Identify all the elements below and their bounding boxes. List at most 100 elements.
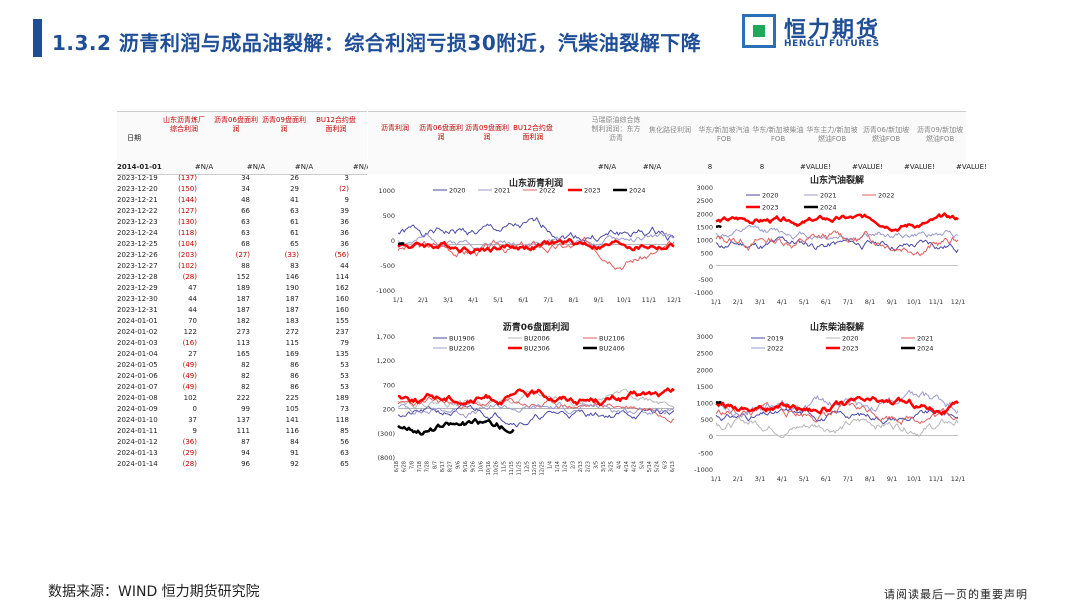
table-row: 2023-12-28 (28) 152 146 114 bbox=[117, 273, 367, 284]
y-tick-label: -1000 bbox=[694, 466, 713, 474]
row-date: 2023-12-24 bbox=[117, 229, 158, 237]
extra-header-cell: 华东/新加坡汽油FOB bbox=[698, 126, 750, 143]
first-row-cell: 8 bbox=[707, 163, 713, 171]
row-value-a: (144) bbox=[178, 196, 197, 204]
row-value-c: 63 bbox=[290, 207, 299, 215]
y-tick-label: 2500 bbox=[696, 197, 713, 205]
y-tick-label: -1000 bbox=[694, 289, 713, 297]
row-value-b: 34 bbox=[241, 185, 250, 193]
table-row: 2024-01-09 0 99 105 73 bbox=[117, 405, 367, 416]
table-row: 2024-01-04 27 165 169 135 bbox=[117, 350, 367, 361]
row-value-d: (56) bbox=[334, 251, 349, 259]
row-value-d: 79 bbox=[340, 339, 349, 347]
row-value-c: 29 bbox=[290, 185, 299, 193]
row-value-c: 41 bbox=[290, 196, 299, 204]
x-tick-label: 3/15 bbox=[601, 461, 607, 472]
row-value-c: 141 bbox=[285, 416, 299, 424]
row-value-d: 3 bbox=[344, 174, 349, 182]
x-tick-label: 10/26 bbox=[494, 461, 500, 475]
table-row: 2024-01-08 102 222 225 189 bbox=[117, 394, 367, 405]
row-value-d: 160 bbox=[335, 306, 349, 314]
series-line bbox=[397, 232, 674, 251]
row-value-c: 272 bbox=[285, 328, 299, 336]
x-tick-label: 9/6 bbox=[455, 461, 461, 469]
row-value-a: (16) bbox=[182, 339, 197, 347]
first-row-cell: #N/A bbox=[194, 163, 214, 171]
row-value-b: 182 bbox=[236, 317, 250, 325]
first-row-cell: #VALUE! bbox=[852, 163, 883, 171]
extra-header-cell: 沥青06/新加坡燃油FOB bbox=[862, 126, 910, 143]
chart-2: 山东汽油裂解300025002000150010005000-500-10001… bbox=[694, 174, 965, 306]
y-tick-label: 3000 bbox=[696, 184, 713, 192]
first-row-cell: #VALUE! bbox=[956, 163, 987, 171]
x-tick-label: 9/1 bbox=[887, 298, 897, 306]
series-line bbox=[715, 395, 959, 416]
x-tick-label: 8/27 bbox=[448, 461, 454, 472]
x-tick-label: 6/1 bbox=[821, 298, 831, 306]
table-row: 2023-12-24 (118) 63 61 36 bbox=[117, 229, 367, 240]
y-tick-label: 700 bbox=[383, 381, 395, 389]
y-tick-label: 0 bbox=[391, 237, 395, 245]
row-date: 2023-12-30 bbox=[117, 295, 158, 303]
row-value-d: 114 bbox=[335, 273, 349, 281]
x-tick-label: 11/1 bbox=[642, 296, 657, 304]
row-value-c: 26 bbox=[290, 174, 299, 182]
row-value-a: 9 bbox=[192, 427, 197, 435]
x-tick-label: 11/5 bbox=[501, 461, 507, 472]
legend-label: 2020 bbox=[762, 192, 779, 200]
row-value-b: 187 bbox=[236, 295, 250, 303]
table-row: 2023-12-29 47 189 190 162 bbox=[117, 284, 367, 295]
row-value-a: (130) bbox=[178, 218, 197, 226]
row-value-a: 47 bbox=[188, 284, 197, 292]
x-tick-label: 9/16 bbox=[463, 461, 469, 472]
series-line bbox=[397, 388, 675, 409]
first-row-cell: #N/A bbox=[597, 163, 617, 171]
x-tick-label: 9/26 bbox=[471, 461, 477, 472]
x-tick-label: 3/1 bbox=[755, 475, 765, 483]
x-tick-label: 7/1 bbox=[843, 298, 853, 306]
chart-title: 山东沥青利润 bbox=[509, 177, 563, 189]
x-tick-label: 6/3 bbox=[662, 461, 668, 469]
legend-label: 2024 bbox=[917, 345, 934, 353]
x-tick-label: 6/13 bbox=[670, 461, 676, 472]
x-tick-label: 4/14 bbox=[624, 461, 630, 472]
legend-label: 2021 bbox=[917, 335, 934, 343]
row-date: 2024-01-12 bbox=[117, 438, 158, 446]
row-value-d: (2) bbox=[339, 185, 349, 193]
legend-label: BU2206 bbox=[449, 345, 475, 353]
x-tick-label: 9/1 bbox=[593, 296, 603, 304]
row-date: 2024-01-09 bbox=[117, 405, 158, 413]
table-row: 2023-12-20 (150) 34 29 (2) bbox=[117, 185, 367, 196]
x-tick-label: 12/5 bbox=[524, 461, 530, 472]
series-line bbox=[397, 217, 675, 242]
x-tick-label: 12/15 bbox=[532, 461, 538, 475]
x-tick-label: 1/1 bbox=[711, 475, 721, 483]
x-tick-label: 11/15 bbox=[509, 461, 515, 475]
series-line bbox=[715, 389, 959, 418]
row-value-a: (137) bbox=[178, 174, 197, 182]
row-date: 2023-12-27 bbox=[117, 262, 158, 270]
row-date: 2024-01-01 bbox=[117, 317, 158, 325]
extra-header-row: 马瑞原油综合炼制利润润：东方沥青 焦化路径利润 华东/新加坡汽油FOB 华东/新加坡柴… bbox=[588, 111, 966, 174]
row-value-c: 86 bbox=[290, 383, 299, 391]
row-date: 2023-12-23 bbox=[117, 218, 158, 226]
series-line bbox=[715, 408, 959, 425]
row-date: 2024-01-11 bbox=[117, 427, 158, 435]
row-value-a: 27 bbox=[188, 350, 197, 358]
row-date: 2024-01-03 bbox=[117, 339, 158, 347]
x-tick-label: 5/14 bbox=[647, 461, 653, 472]
row-value-c: 190 bbox=[285, 284, 299, 292]
chart-title: 沥青06盘面利润 bbox=[503, 321, 570, 333]
row-value-b: 165 bbox=[236, 350, 250, 358]
page-title: 1.3.2 沥青利润与成品油裂解：综合利润亏损30附近，汽柴油裂解下降 bbox=[52, 31, 702, 55]
row-value-c: 187 bbox=[285, 295, 299, 303]
legend-label: BU2406 bbox=[599, 345, 625, 353]
row-value-c: 91 bbox=[290, 449, 299, 457]
legend-label: 2024 bbox=[629, 187, 646, 195]
x-tick-label: 2/1 bbox=[733, 475, 743, 483]
row-date: 2023-12-20 bbox=[117, 185, 158, 193]
table-header-cell: 沥青09盘面利润 bbox=[262, 116, 306, 133]
y-tick-label: 1500 bbox=[696, 223, 713, 231]
x-tick-label: 8/1 bbox=[568, 296, 578, 304]
